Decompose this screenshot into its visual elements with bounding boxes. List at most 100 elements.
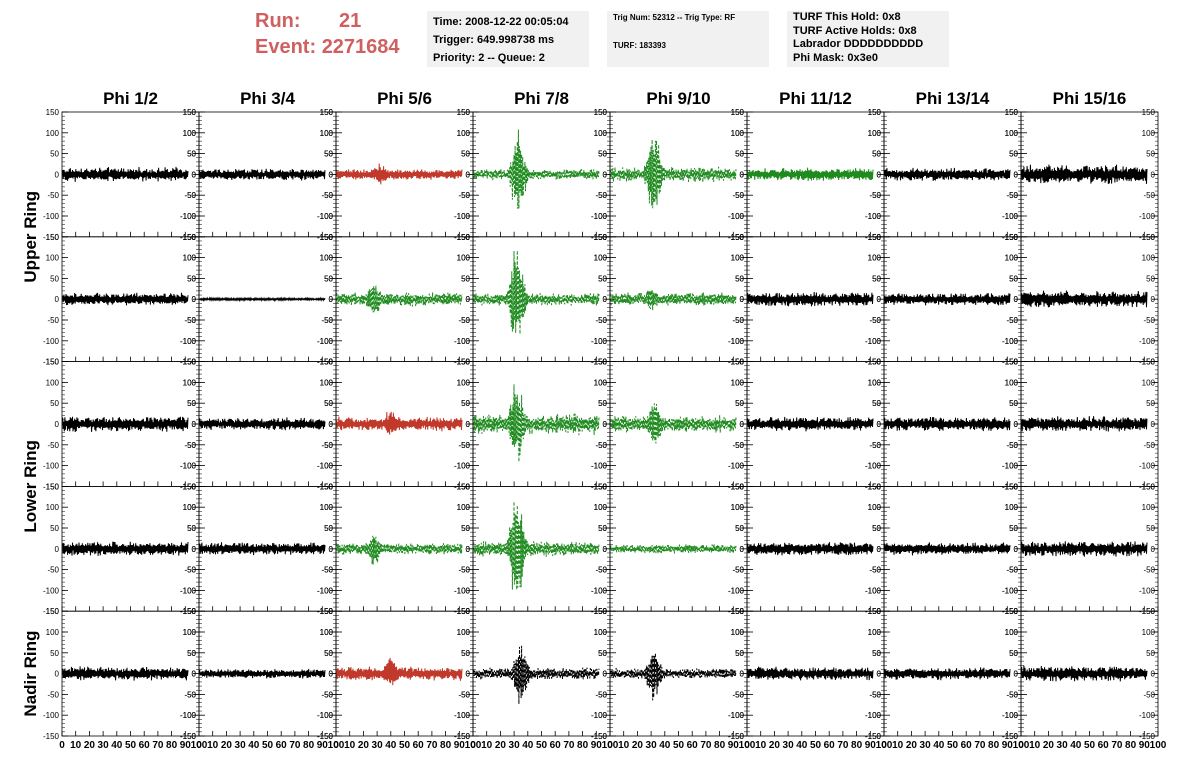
y-tick-label-right: -50 <box>458 316 470 325</box>
y-tick-label: 100 <box>183 378 197 387</box>
x-tick-label: 0 <box>196 740 202 751</box>
event-value: 2271684 <box>321 36 400 58</box>
y-tick-label-right: 0 <box>603 170 608 179</box>
y-tick-label-right: -50 <box>1143 690 1155 699</box>
y-tick-label: -100 <box>1002 711 1019 720</box>
y-tick-label-right: 100 <box>1142 254 1156 263</box>
y-tick-label: -150 <box>180 607 197 616</box>
y-tick-label-right: 100 <box>594 129 608 138</box>
y-tick-label: -150 <box>1002 607 1019 616</box>
y-tick-label-right: 150 <box>731 358 745 367</box>
y-tick-label-right: 50 <box>187 649 196 658</box>
y-tick-label: 50 <box>50 649 59 658</box>
y-tick-label: 100 <box>457 129 471 138</box>
x-tick-label: 50 <box>673 740 685 751</box>
y-tick-label-right: 100 <box>1142 503 1156 512</box>
y-tick-label-right: 50 <box>1009 150 1018 159</box>
waveform-trace <box>1021 541 1148 557</box>
y-tick-label-right: 50 <box>461 399 470 408</box>
x-tick-label: 30 <box>783 740 795 751</box>
y-tick-label-right: -150 <box>591 482 608 491</box>
y-tick-label: 50 <box>598 274 607 283</box>
trigger-line: Trigger: 649.998738 ms <box>433 34 555 46</box>
y-tick-label: -150 <box>728 358 745 367</box>
y-tick-label-right: 50 <box>735 524 744 533</box>
x-tick-label: 80 <box>988 740 1000 751</box>
y-tick-label: 0 <box>877 295 882 304</box>
y-tick-label-right: -100 <box>317 586 334 595</box>
column-title: Phi 13/14 <box>916 89 990 108</box>
y-tick-label: 50 <box>187 524 196 533</box>
y-tick-label-right: 150 <box>320 482 334 491</box>
y-tick-label: -100 <box>43 337 60 346</box>
y-tick-label-right: 0 <box>192 295 197 304</box>
y-tick-label: -50 <box>184 316 196 325</box>
x-tick-label: 50 <box>947 740 959 751</box>
y-tick-label-right: -150 <box>317 732 334 741</box>
y-tick-label-right: -150 <box>728 233 745 242</box>
x-tick-label: 80 <box>577 740 589 751</box>
x-tick-label: 80 <box>440 740 452 751</box>
y-tick-label: 0 <box>192 545 197 554</box>
y-tick-label-right: -100 <box>180 462 197 471</box>
x-tick-label: 70 <box>152 740 164 751</box>
y-tick-label: -100 <box>454 711 471 720</box>
y-tick-label: 150 <box>1005 358 1019 367</box>
x-tick-label: 20 <box>495 740 507 751</box>
y-tick-label-right: -150 <box>317 233 334 242</box>
y-tick-label: 100 <box>1005 628 1019 637</box>
y-tick-label: 0 <box>466 420 471 429</box>
y-tick-label: 0 <box>877 170 882 179</box>
y-tick-label-right: -50 <box>1143 441 1155 450</box>
y-tick-label: 0 <box>603 670 608 679</box>
y-tick-label-right: 50 <box>1146 274 1155 283</box>
y-tick-label: -50 <box>869 316 881 325</box>
y-tick-label: 0 <box>466 545 471 554</box>
y-tick-label: -150 <box>591 233 608 242</box>
y-tick-label-right: 150 <box>868 108 882 117</box>
y-tick-label-right: 0 <box>1014 170 1019 179</box>
y-tick-label: 50 <box>598 524 607 533</box>
y-tick-label: 150 <box>320 108 334 117</box>
y-tick-label-right: -100 <box>728 462 745 471</box>
y-tick-label: 150 <box>868 358 882 367</box>
y-tick-label-right: -150 <box>454 233 471 242</box>
y-tick-label-right: 100 <box>183 503 197 512</box>
y-tick-label-right: -50 <box>595 566 607 575</box>
y-tick-label: -50 <box>732 441 744 450</box>
y-tick-label-right: 0 <box>740 170 745 179</box>
x-tick-label: 100 <box>1013 740 1030 751</box>
y-tick-label: 100 <box>594 628 608 637</box>
y-tick-label-right: -50 <box>732 441 744 450</box>
x-tick-label: 60 <box>1098 740 1110 751</box>
y-tick-label-right: -150 <box>865 233 882 242</box>
y-tick-label: 50 <box>461 274 470 283</box>
y-tick-label-right: -100 <box>1139 212 1156 221</box>
y-tick-label-right: -100 <box>454 462 471 471</box>
y-tick-label: 100 <box>731 503 745 512</box>
y-tick-label-right: -50 <box>1143 191 1155 200</box>
y-tick-label: -150 <box>591 482 608 491</box>
y-tick-label-right: 150 <box>594 607 608 616</box>
x-tick-label: 50 <box>262 740 274 751</box>
x-tick-label: 60 <box>687 740 699 751</box>
y-tick-label: 150 <box>731 108 745 117</box>
y-tick-label: -100 <box>180 337 197 346</box>
y-tick-label-right: -50 <box>321 690 333 699</box>
y-tick-label-right: 50 <box>735 274 744 283</box>
y-tick-label-right: 0 <box>1014 670 1019 679</box>
waveform-trace <box>884 293 1011 306</box>
waveform-trace <box>1021 416 1148 432</box>
y-tick-label-right: -150 <box>728 358 745 367</box>
y-tick-label-right: 100 <box>731 129 745 138</box>
y-tick-label-right: 50 <box>461 524 470 533</box>
x-tick-label: 60 <box>413 740 425 751</box>
x-tick-label: 0 <box>881 740 887 751</box>
y-tick-label: 150 <box>868 233 882 242</box>
event-row: Event: 2271684 <box>255 34 400 60</box>
y-tick-label-right: -100 <box>454 586 471 595</box>
y-tick-label: 50 <box>598 649 607 658</box>
y-tick-label: -100 <box>1002 586 1019 595</box>
time-trigger-info-box: Time: 2008-12-22 00:05:04 Trigger: 649.9… <box>427 11 589 67</box>
y-tick-label: -150 <box>865 482 882 491</box>
